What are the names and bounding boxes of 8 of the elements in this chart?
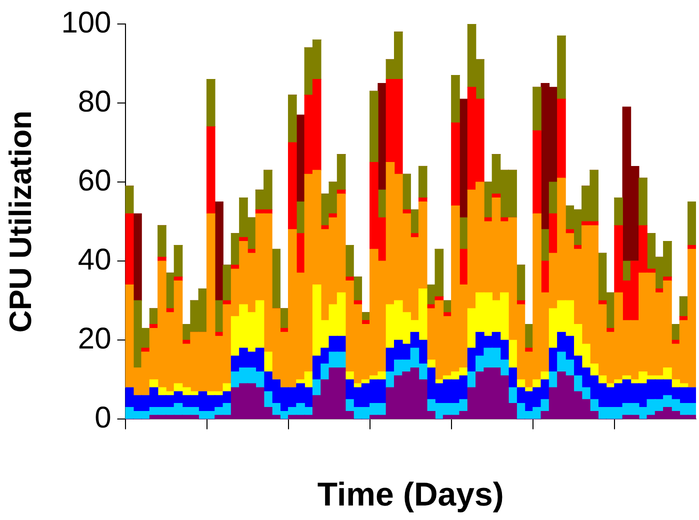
y-tick-label: 20 [78,322,112,356]
y-tick-label: 60 [78,164,112,198]
y-axis-title: CPU Utilization [3,110,38,333]
y-tick-label: 100 [61,6,112,40]
y-tick-label: 80 [78,85,112,118]
y-tick-label: 40 [78,243,112,276]
y-tick-label: 0 [94,401,112,434]
x-axis-title: Time (Days) [317,475,504,512]
